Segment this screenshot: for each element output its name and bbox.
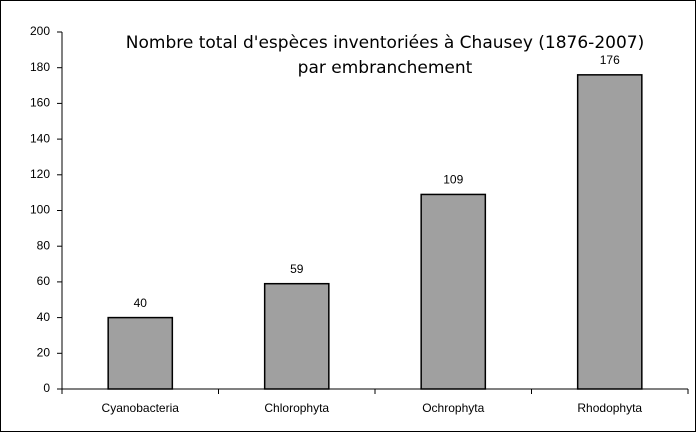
- x-tick-label: Chlorophyta: [264, 401, 329, 415]
- bar: [107, 316, 174, 390]
- data-label: 109: [443, 173, 463, 187]
- y-tick-label: 200: [30, 24, 50, 38]
- x-tick-label: Ochrophyta: [422, 401, 484, 415]
- y-tick-label: 160: [30, 96, 50, 110]
- x-tick-label: Rhodophyta: [577, 401, 642, 415]
- bar: [420, 193, 487, 390]
- chart-title: par embranchement: [298, 58, 473, 78]
- y-tick-label: 80: [37, 238, 51, 252]
- y-tick-label: 140: [30, 131, 50, 145]
- data-label: 40: [134, 296, 148, 310]
- y-tick-label: 100: [30, 203, 50, 217]
- bar: [576, 74, 643, 390]
- data-label: 176: [600, 53, 620, 67]
- chart-title: Nombre total d'espèces inventoriées à Ch…: [126, 33, 644, 53]
- y-tick-label: 180: [30, 60, 50, 74]
- y-tick-label: 0: [43, 381, 50, 395]
- data-label: 59: [290, 262, 304, 276]
- y-tick-label: 60: [37, 274, 51, 288]
- y-tick-label: 20: [37, 345, 51, 359]
- bar: [263, 282, 330, 390]
- y-tick-label: 120: [30, 167, 50, 181]
- y-tick-label: 40: [37, 310, 51, 324]
- x-tick-label: Cyanobacteria: [102, 401, 180, 415]
